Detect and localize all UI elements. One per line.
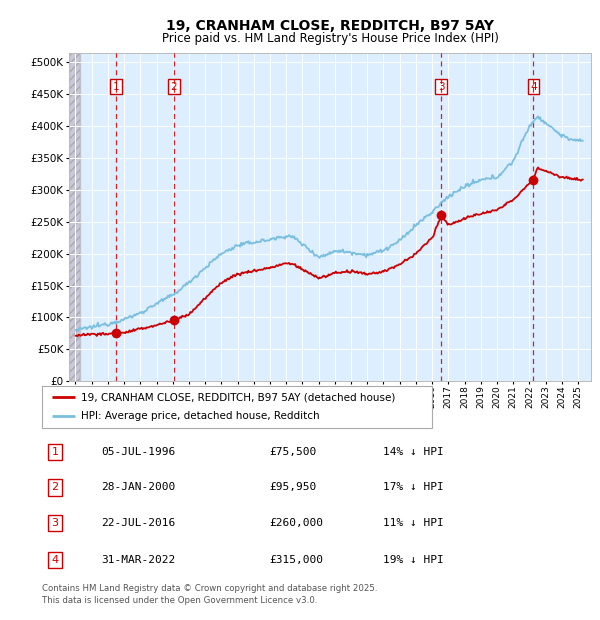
Text: 28-JAN-2000: 28-JAN-2000 bbox=[101, 482, 176, 492]
Text: 19, CRANHAM CLOSE, REDDITCH, B97 5AY (detached house): 19, CRANHAM CLOSE, REDDITCH, B97 5AY (de… bbox=[81, 392, 395, 402]
Text: 2: 2 bbox=[170, 81, 177, 92]
Text: 05-JUL-1996: 05-JUL-1996 bbox=[101, 447, 176, 457]
Text: £315,000: £315,000 bbox=[269, 556, 323, 565]
Text: 4: 4 bbox=[530, 81, 537, 92]
Text: 3: 3 bbox=[438, 81, 445, 92]
Text: £260,000: £260,000 bbox=[269, 518, 323, 528]
Text: 2: 2 bbox=[52, 482, 58, 492]
Text: Price paid vs. HM Land Registry's House Price Index (HPI): Price paid vs. HM Land Registry's House … bbox=[161, 32, 499, 45]
Text: Contains HM Land Registry data © Crown copyright and database right 2025.
This d: Contains HM Land Registry data © Crown c… bbox=[42, 584, 377, 605]
Text: HPI: Average price, detached house, Redditch: HPI: Average price, detached house, Redd… bbox=[81, 412, 320, 422]
Text: £75,500: £75,500 bbox=[269, 447, 316, 457]
Bar bbox=[69, 53, 80, 381]
Text: 11% ↓ HPI: 11% ↓ HPI bbox=[383, 518, 443, 528]
Text: 19% ↓ HPI: 19% ↓ HPI bbox=[383, 556, 443, 565]
Bar bbox=[69, 53, 80, 381]
Text: 19, CRANHAM CLOSE, REDDITCH, B97 5AY: 19, CRANHAM CLOSE, REDDITCH, B97 5AY bbox=[166, 19, 494, 33]
Text: 4: 4 bbox=[52, 556, 58, 565]
Text: 1: 1 bbox=[113, 81, 119, 92]
Text: 1: 1 bbox=[52, 447, 58, 457]
Text: 17% ↓ HPI: 17% ↓ HPI bbox=[383, 482, 443, 492]
Text: 3: 3 bbox=[52, 518, 58, 528]
Text: £95,950: £95,950 bbox=[269, 482, 316, 492]
Text: 22-JUL-2016: 22-JUL-2016 bbox=[101, 518, 176, 528]
Text: 14% ↓ HPI: 14% ↓ HPI bbox=[383, 447, 443, 457]
Text: 31-MAR-2022: 31-MAR-2022 bbox=[101, 556, 176, 565]
